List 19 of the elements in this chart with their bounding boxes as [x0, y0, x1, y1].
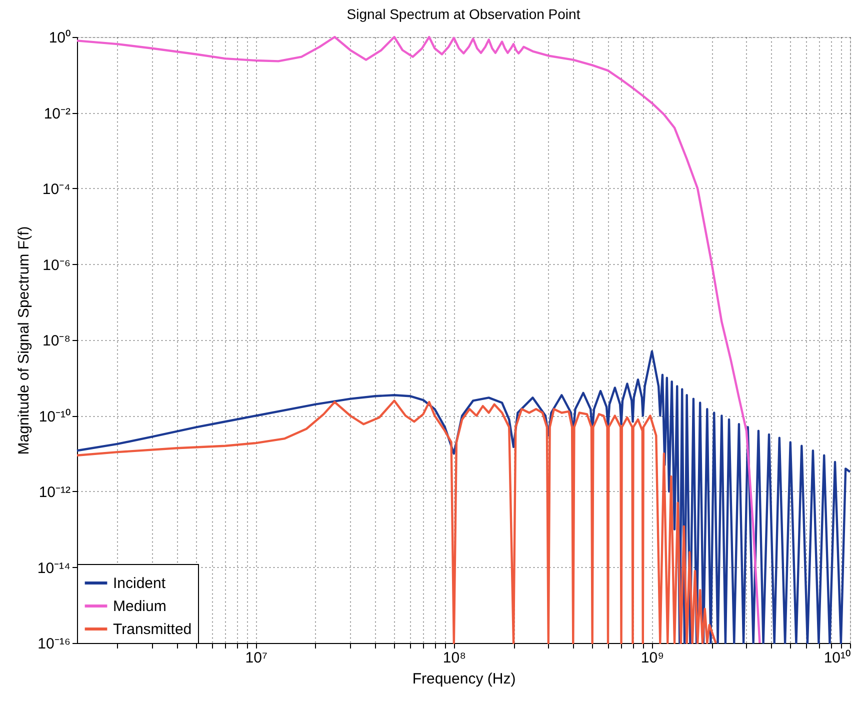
y-tick-label: 10⁰: [48, 30, 70, 46]
y-tick-label: 10⁻¹⁶: [38, 636, 70, 652]
chart-title: Signal Spectrum at Observation Point: [346, 6, 580, 22]
x-tick-label: 10¹⁰: [824, 650, 850, 666]
y-tick-label: 10⁻²: [44, 105, 70, 122]
y-tick-label: 10⁻¹²: [38, 484, 70, 501]
y-axis-title: Magnitude of Signal Spectrum F(f): [15, 226, 32, 455]
legend-label: Incident: [113, 575, 166, 592]
y-tick-label: 10⁻¹⁰: [38, 408, 70, 426]
y-tick-label: 10⁻⁶: [42, 256, 70, 274]
legend-label: Transmitted: [113, 621, 192, 638]
x-tick-label: 10⁹: [640, 650, 664, 666]
y-tick-label: 10⁻⁸: [42, 332, 70, 350]
x-axis-title: Frequency (Hz): [412, 670, 516, 688]
y-tick-label: 10⁻⁴: [42, 181, 70, 198]
y-tick-label: 10⁻¹⁴: [37, 560, 70, 577]
x-tick-label: 10⁸: [442, 650, 466, 666]
x-tick-label: 10⁷: [245, 650, 268, 666]
legend-label: Medium: [113, 598, 166, 615]
